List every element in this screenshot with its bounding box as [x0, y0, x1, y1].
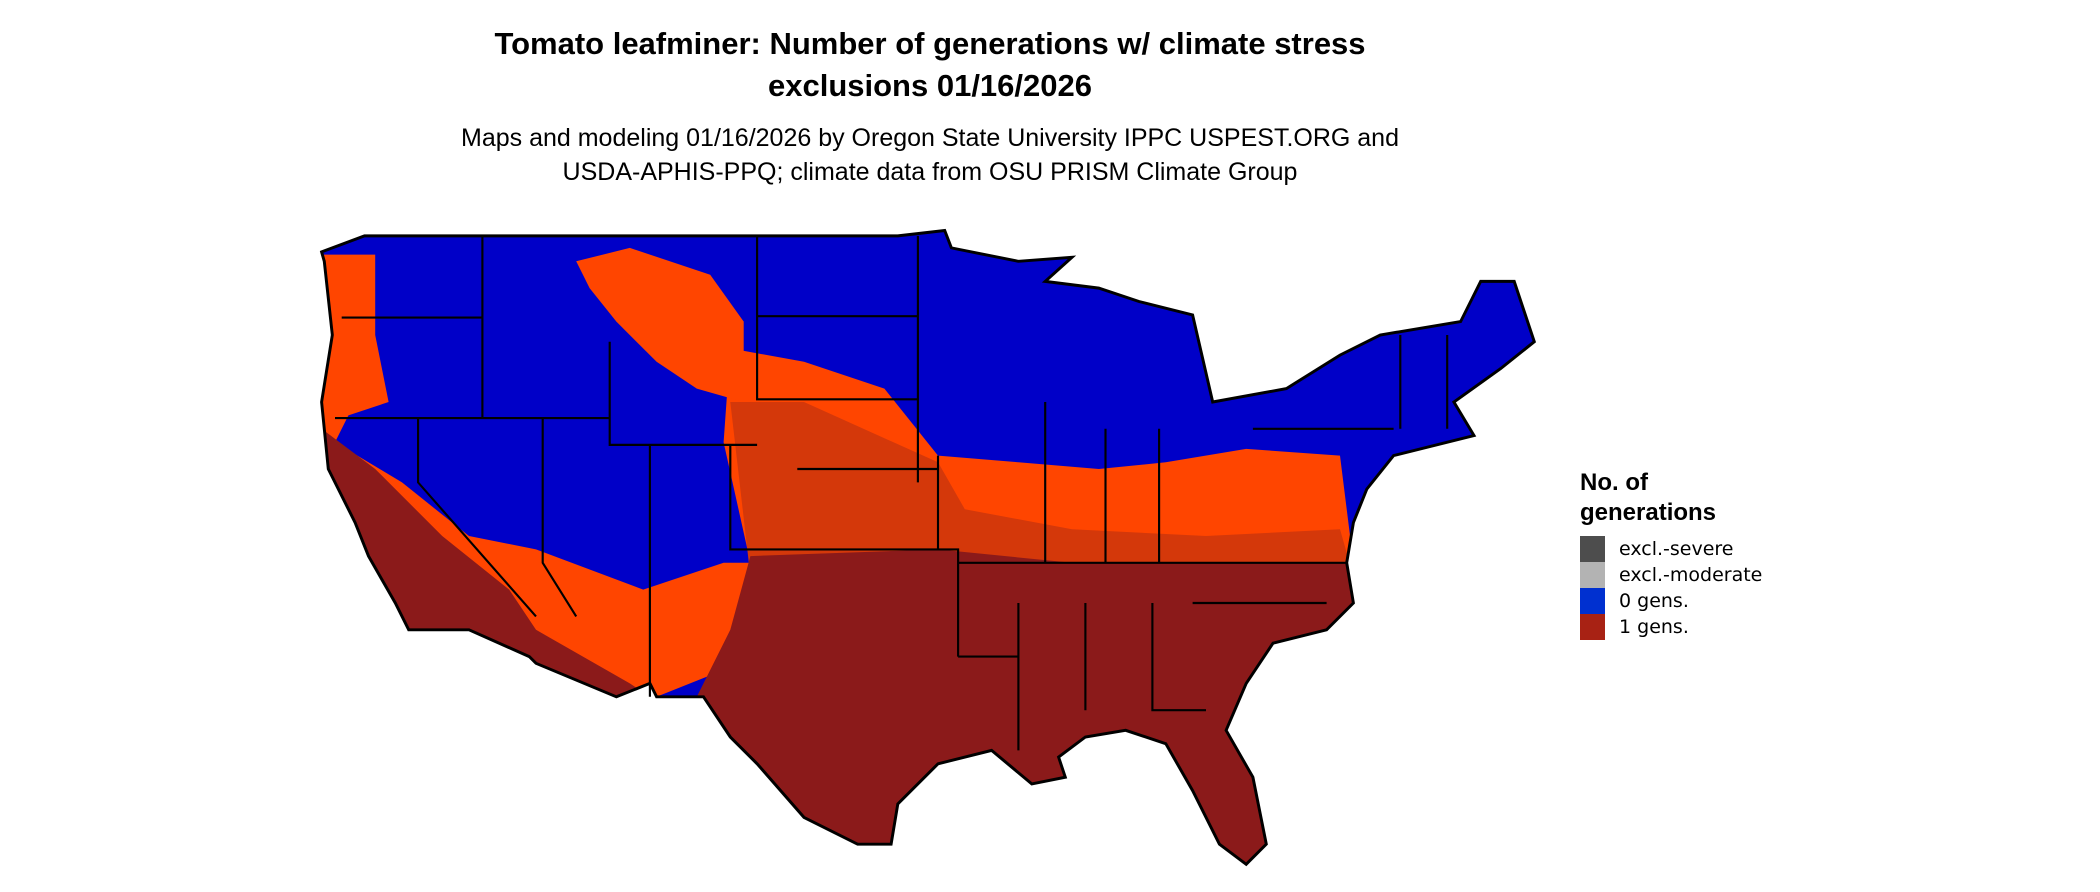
map-title-line1: Tomato leafminer: Number of generations …	[494, 26, 1366, 61]
legend-item-1-gens: 1 gens.	[1580, 614, 1762, 640]
us-outline	[319, 228, 1537, 867]
legend-label: 0 gens.	[1619, 590, 1689, 612]
map-title-line2: exclusions 01/16/2026	[767, 68, 1092, 103]
legend-title-line2: generations	[1580, 499, 1717, 526]
legend-item-0-gens: 0 gens.	[1580, 588, 1762, 614]
legend-title-line1: No. of	[1580, 469, 1648, 496]
transition-region-north-plains	[576, 247, 744, 402]
subtitle-line2: USDA-APHIS-PPQ; climate data from OSU PR…	[562, 158, 1298, 186]
legend-item-excl-severe: excl.-severe	[1580, 536, 1762, 562]
legend-item-excl-moderate: excl.-moderate	[1580, 562, 1762, 588]
one-gen-region	[670, 549, 1354, 865]
legend-label: 1 gens.	[1619, 616, 1689, 638]
legend-swatch	[1580, 562, 1605, 588]
state-borders	[335, 235, 1449, 751]
mid-region	[730, 402, 1354, 577]
legend-label: excl.-moderate	[1619, 564, 1763, 586]
subtitle-line1: Maps and modeling 01/16/2026 by Oregon S…	[461, 124, 1399, 152]
legend-swatch	[1580, 614, 1605, 640]
legend-swatch	[1580, 588, 1605, 614]
legend: No. of generations excl.-severe excl.-mo…	[1580, 468, 1762, 640]
legend-label: excl.-severe	[1619, 538, 1734, 560]
legend-swatch	[1580, 536, 1605, 562]
